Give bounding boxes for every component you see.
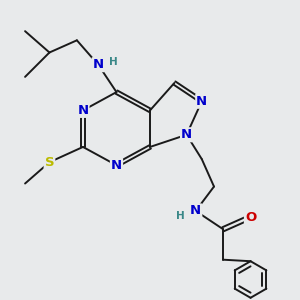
Text: N: N: [93, 58, 104, 71]
Text: H: H: [176, 211, 185, 220]
Text: N: N: [190, 204, 201, 218]
Text: O: O: [245, 211, 256, 224]
Text: H: H: [109, 57, 118, 67]
Text: N: N: [196, 95, 207, 108]
Text: N: N: [77, 104, 88, 117]
Text: N: N: [181, 128, 192, 141]
Text: S: S: [45, 156, 54, 169]
Text: N: N: [111, 159, 122, 172]
